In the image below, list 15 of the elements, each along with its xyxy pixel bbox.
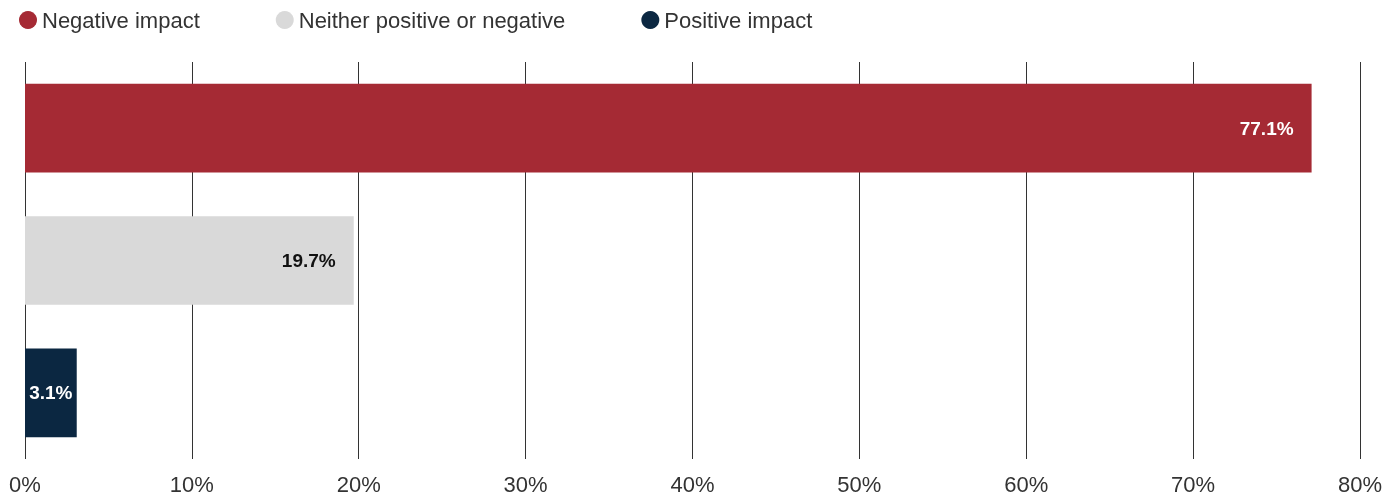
x-tick-label: 70% <box>1171 471 1216 497</box>
legend-label: Negative impact <box>42 7 200 33</box>
x-tick-label: 30% <box>503 471 548 497</box>
x-tick-label: 40% <box>670 471 715 497</box>
x-tick-label: 50% <box>837 471 882 497</box>
data-label: 77.1% <box>1239 117 1294 139</box>
x-tick-label: 80% <box>1337 471 1383 497</box>
data-label: 3.1% <box>29 382 73 404</box>
data-label: 19.7% <box>281 250 336 271</box>
x-tick-label: 60% <box>1004 471 1049 497</box>
legend-label: Neither positive or negative <box>298 7 566 33</box>
x-tick-label: 0% <box>9 471 41 497</box>
legend-label: Positive impact <box>664 7 813 33</box>
x-tick-label: 10% <box>169 471 214 497</box>
x-tick-label: 20% <box>336 471 381 497</box>
